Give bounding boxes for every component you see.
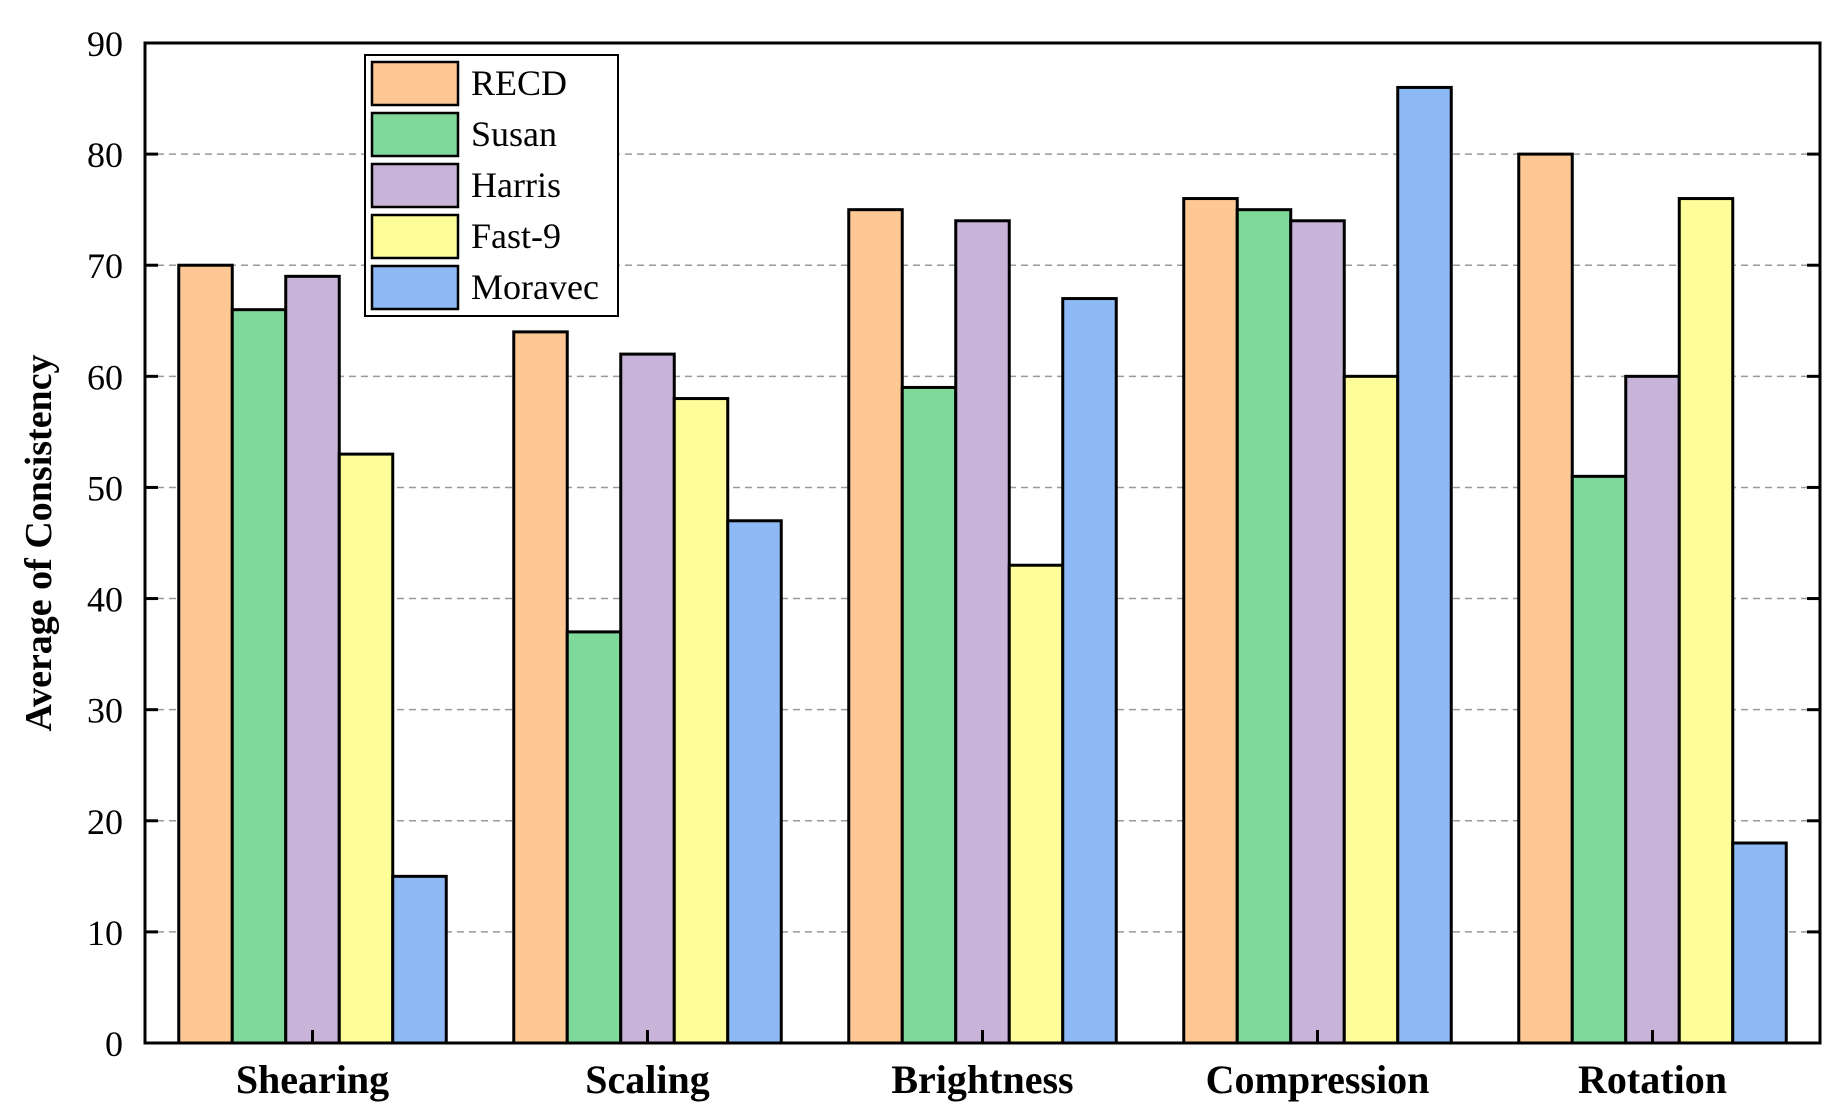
bar-susan: [230, 308, 288, 1045]
bar-recd: [1517, 152, 1574, 1045]
legend-swatch: [370, 60, 460, 107]
bar-susan: [565, 630, 623, 1045]
legend-swatch: [370, 111, 460, 158]
y-axis: 0 10 20 30 40 50 60 70 80 90: [87, 24, 1820, 1064]
x-category-label: Brightness: [891, 1057, 1073, 1102]
bar-fast-9: [672, 397, 730, 1045]
bar-recd: [847, 208, 904, 1045]
bar-harris: [954, 219, 1011, 1045]
bar-moravec: [1061, 297, 1118, 1045]
x-category-label: Scaling: [585, 1057, 709, 1102]
legend-swatch: [370, 213, 460, 260]
y-tick-label: 90: [87, 24, 123, 64]
x-category-label: Rotation: [1578, 1057, 1727, 1102]
bar-susan: [1570, 474, 1628, 1045]
x-category-label: Compression: [1206, 1057, 1430, 1102]
bar-fast-9: [1007, 563, 1065, 1045]
bar-fast-9: [1677, 197, 1735, 1045]
bar-moravec: [1396, 85, 1453, 1045]
y-tick-label: 0: [105, 1024, 123, 1064]
y-tick-label: 50: [87, 468, 123, 508]
bar-harris: [1289, 219, 1346, 1045]
bar-fast-9: [337, 452, 395, 1045]
legend-swatch: [370, 264, 460, 311]
bars: [177, 85, 1788, 1045]
y-tick-label: 70: [87, 246, 123, 286]
bar-harris: [1624, 374, 1681, 1045]
y-axis-title: Average of Consistency: [18, 354, 60, 731]
bar-recd: [177, 263, 234, 1045]
y-tick-label: 60: [87, 357, 123, 397]
legend-label: Susan: [471, 114, 557, 154]
bar-moravec: [391, 874, 448, 1045]
y-tick-label: 30: [87, 691, 123, 731]
bar-harris: [619, 352, 676, 1045]
legend-label: RECD: [471, 63, 567, 103]
bar-recd: [512, 330, 569, 1045]
bar-susan: [1235, 208, 1293, 1045]
x-category-label: Shearing: [236, 1057, 389, 1102]
y-tick-label: 10: [87, 913, 123, 953]
y-tick-label: 40: [87, 580, 123, 620]
y-tick-label: 20: [87, 802, 123, 842]
legend-label: Fast-9: [471, 216, 561, 256]
legend-label: Harris: [471, 165, 561, 205]
x-axis: Shearing Scaling Brightness Compression Rota…: [236, 1030, 1727, 1102]
bar-recd: [1182, 197, 1239, 1045]
bar-moravec: [1731, 841, 1788, 1045]
legend: RECD Susan Harris Fast-9 Moravec: [364, 54, 619, 317]
bar-harris: [284, 274, 341, 1045]
y-tick-label: 80: [87, 135, 123, 175]
legend-swatch: [370, 162, 460, 209]
legend-label: Moravec: [471, 267, 599, 307]
bar-moravec: [726, 519, 783, 1045]
bar-susan: [900, 385, 958, 1045]
bar-fast-9: [1342, 374, 1400, 1045]
